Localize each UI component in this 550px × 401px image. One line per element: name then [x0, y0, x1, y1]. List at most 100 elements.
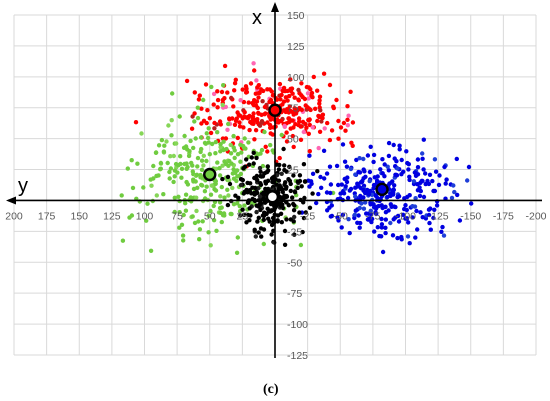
data-point — [190, 214, 195, 219]
data-point — [420, 151, 425, 156]
data-point — [299, 184, 304, 189]
x-tick-label: 100 — [136, 210, 154, 222]
data-point — [277, 183, 282, 188]
x-tick-label: -175 — [493, 210, 514, 222]
data-point — [361, 206, 367, 211]
data-point — [205, 108, 210, 113]
data-point — [353, 172, 358, 177]
data-point — [242, 164, 248, 169]
data-point — [307, 122, 312, 128]
data-point — [321, 148, 327, 153]
data-point — [440, 224, 445, 230]
data-point — [385, 194, 390, 200]
data-point — [301, 215, 307, 221]
data-point — [254, 78, 259, 83]
data-point — [356, 169, 361, 175]
data-point — [219, 219, 224, 225]
data-point — [321, 71, 327, 76]
data-point — [282, 163, 287, 168]
data-point — [367, 178, 372, 184]
data-point — [318, 108, 323, 113]
data-point — [244, 157, 249, 162]
data-point — [247, 206, 252, 211]
data-point — [242, 212, 247, 217]
data-point — [197, 227, 203, 232]
data-point — [414, 208, 419, 214]
data-point — [371, 182, 377, 188]
data-point — [296, 116, 302, 121]
data-point — [197, 237, 202, 242]
data-point — [307, 205, 313, 210]
data-point — [186, 153, 192, 159]
data-point — [183, 144, 189, 149]
data-point — [320, 115, 325, 121]
data-point — [426, 181, 432, 187]
data-point — [268, 117, 273, 122]
data-point — [161, 192, 166, 197]
data-point — [329, 128, 335, 133]
data-point — [432, 188, 438, 194]
y-tick-label: 25 — [287, 165, 299, 177]
x-tick-label: 125 — [103, 210, 121, 222]
data-point — [222, 63, 228, 69]
data-point — [201, 153, 206, 158]
data-point — [224, 146, 229, 152]
data-point — [411, 179, 417, 184]
data-point — [254, 99, 260, 104]
data-point — [242, 110, 247, 115]
data-point — [296, 97, 301, 102]
data-point — [178, 161, 183, 167]
data-point — [357, 205, 362, 211]
data-point — [413, 196, 418, 201]
data-point — [255, 105, 260, 111]
data-point — [421, 194, 427, 200]
data-point — [199, 106, 204, 111]
x-tick-label: -100 — [395, 210, 416, 222]
data-point — [232, 81, 238, 86]
data-point — [208, 208, 213, 214]
data-point — [232, 155, 237, 161]
data-point — [348, 166, 354, 172]
data-point — [209, 84, 214, 90]
data-point — [251, 161, 256, 166]
data-point — [220, 163, 225, 168]
data-point — [135, 161, 140, 166]
data-point — [167, 169, 172, 175]
data-point — [319, 185, 324, 190]
data-point — [258, 182, 264, 187]
data-point — [301, 162, 307, 167]
data-point — [284, 139, 290, 144]
data-point — [215, 97, 221, 103]
x-tick-label: 50 — [204, 210, 216, 222]
data-point — [346, 113, 351, 118]
data-point — [182, 133, 187, 139]
data-point — [254, 155, 259, 161]
data-point — [328, 214, 333, 219]
data-point — [227, 158, 232, 164]
data-point — [139, 131, 144, 136]
data-point — [245, 200, 251, 205]
data-point — [466, 164, 472, 170]
data-point — [268, 131, 273, 136]
data-point — [257, 194, 263, 199]
data-point — [235, 235, 240, 240]
data-point — [194, 195, 199, 200]
data-point — [357, 156, 362, 161]
data-point — [238, 213, 243, 218]
data-point — [397, 143, 402, 148]
data-point — [253, 91, 258, 96]
series-2 — [299, 137, 474, 255]
data-point — [356, 213, 361, 218]
data-point — [292, 190, 298, 195]
data-point — [214, 228, 219, 233]
data-point — [268, 125, 273, 130]
x-tick-label: 150 — [70, 210, 88, 222]
y-tick-label: 125 — [287, 41, 305, 53]
data-point — [279, 92, 284, 98]
data-point — [154, 193, 159, 198]
data-point — [292, 95, 297, 100]
data-point — [383, 230, 388, 236]
data-point — [240, 207, 245, 212]
data-point — [354, 157, 359, 163]
data-point — [278, 97, 283, 102]
